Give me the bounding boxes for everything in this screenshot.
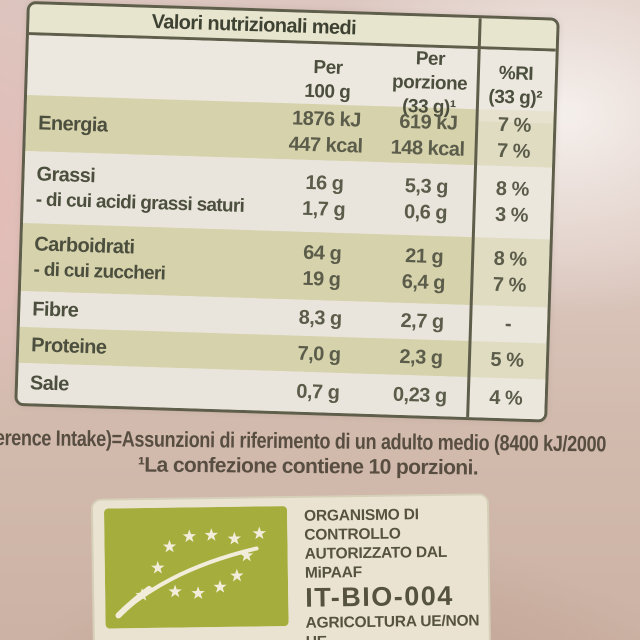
row-label: Fibre bbox=[31, 298, 79, 322]
cert-line-autorizzato: AUTORIZZATO DAL MiPAAF bbox=[304, 543, 447, 582]
value-per-100g: 7,0 g bbox=[297, 342, 341, 367]
value-per-100g: 8,3 g bbox=[298, 306, 343, 331]
row-label: Proteine bbox=[30, 334, 107, 359]
value-per-100g: 16 g 1,7 g bbox=[301, 171, 346, 222]
value-per-100g: 0,7 g bbox=[295, 380, 340, 404]
row-label: Energia bbox=[37, 112, 108, 137]
value-percent-ri: - bbox=[468, 305, 548, 344]
value-percent-ri: 8 % 3 % bbox=[471, 165, 553, 240]
value-per-porzione: 2,7 g bbox=[400, 309, 444, 334]
value-per-porzione: 0,23 g bbox=[392, 383, 447, 408]
value-per-porzione: 2,3 g bbox=[399, 345, 443, 370]
row-label: Sale bbox=[29, 372, 70, 396]
cert-code: IT-BIO-004 bbox=[305, 580, 454, 613]
value-per-porzione: 619 kJ 148 kcal bbox=[390, 110, 465, 161]
cert-line-agricoltura: AGRICOLTURA UE/NON UE bbox=[305, 612, 480, 640]
nutrition-table: Valori nutrizionali medi Per 100 g Per p… bbox=[14, 1, 560, 423]
value-percent-ri: 5 % bbox=[467, 341, 547, 380]
value-percent-ri: 8 % 7 % bbox=[469, 237, 550, 308]
value-percent-ri: 4 % bbox=[466, 377, 546, 420]
value-per-100g: 64 g 19 g bbox=[302, 241, 342, 291]
certification-text-block: ORGANISMO DI CONTROLLO AUTORIZZATO DAL M… bbox=[304, 504, 489, 640]
footnote-portions: ¹La confezione contiene 10 porzioni. bbox=[137, 453, 479, 480]
value-percent-ri: 7 % 7 % bbox=[474, 109, 554, 168]
value-per-porzione: 5,3 g 0,6 g bbox=[403, 174, 449, 225]
value-per-100g: 1876 kJ 447 kcal bbox=[288, 107, 363, 158]
organic-certification-sticker: ORGANISMO DI CONTROLLO AUTORIZZATO DAL M… bbox=[90, 493, 492, 640]
value-per-porzione: 21 g 6,4 g bbox=[401, 245, 446, 295]
eu-organic-leaf-logo bbox=[104, 506, 289, 629]
cert-line-organismo: ORGANISMO DI CONTROLLO bbox=[303, 506, 419, 544]
